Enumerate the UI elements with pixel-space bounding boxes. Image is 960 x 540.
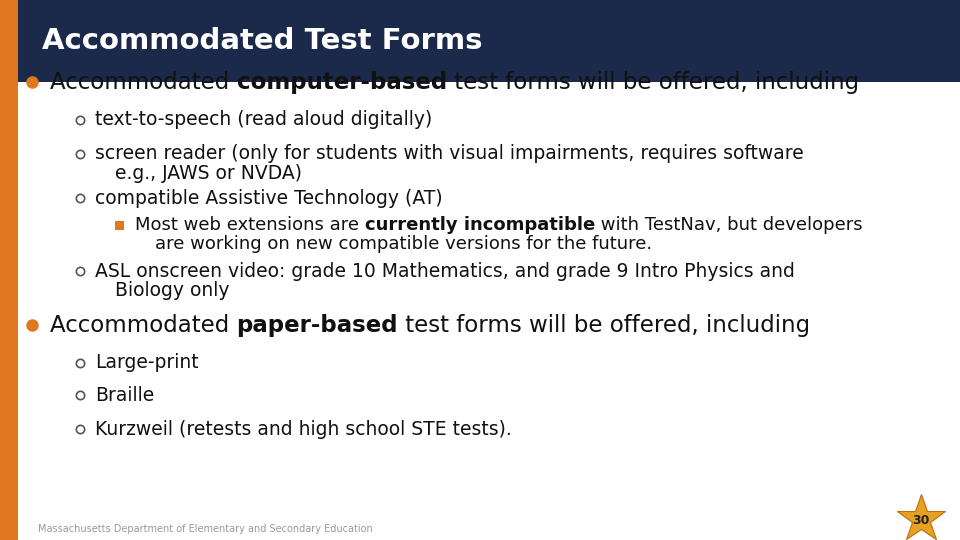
Text: Kurzweil (retests and high school STE tests).: Kurzweil (retests and high school STE te… (95, 420, 512, 439)
Text: with TestNav, but developers: with TestNav, but developers (595, 215, 863, 234)
Text: computer-based: computer-based (236, 71, 446, 93)
Text: paper-based: paper-based (236, 314, 398, 336)
Text: currently incompatible: currently incompatible (365, 215, 595, 234)
Text: compatible Assistive Technology (AT): compatible Assistive Technology (AT) (95, 188, 443, 208)
Text: screen reader (only for students with visual impairments, requires software: screen reader (only for students with vi… (95, 144, 804, 164)
Text: text-to-speech (read aloud digitally): text-to-speech (read aloud digitally) (95, 110, 432, 130)
Text: test forms will be offered, including: test forms will be offered, including (398, 314, 810, 336)
Text: Accommodated: Accommodated (50, 314, 236, 336)
FancyBboxPatch shape (18, 0, 960, 82)
FancyBboxPatch shape (0, 0, 18, 540)
Text: Large-print: Large-print (95, 353, 199, 373)
Text: test forms will be offered, including: test forms will be offered, including (446, 71, 859, 93)
Text: 30: 30 (912, 514, 929, 526)
Text: Accommodated Test Forms: Accommodated Test Forms (42, 27, 483, 55)
Text: Massachusetts Department of Elementary and Secondary Education: Massachusetts Department of Elementary a… (38, 524, 372, 534)
Text: Biology only: Biology only (115, 281, 229, 300)
Text: are working on new compatible versions for the future.: are working on new compatible versions f… (155, 235, 652, 253)
Text: Braille: Braille (95, 386, 155, 405)
Bar (115, 221, 124, 230)
Text: e.g., JAWS or NVDA): e.g., JAWS or NVDA) (115, 164, 302, 184)
Text: ASL onscreen video: grade 10 Mathematics, and grade 9 Intro Physics and: ASL onscreen video: grade 10 Mathematics… (95, 261, 795, 281)
Text: Accommodated: Accommodated (50, 71, 236, 93)
Text: Most web extensions are: Most web extensions are (135, 215, 365, 234)
